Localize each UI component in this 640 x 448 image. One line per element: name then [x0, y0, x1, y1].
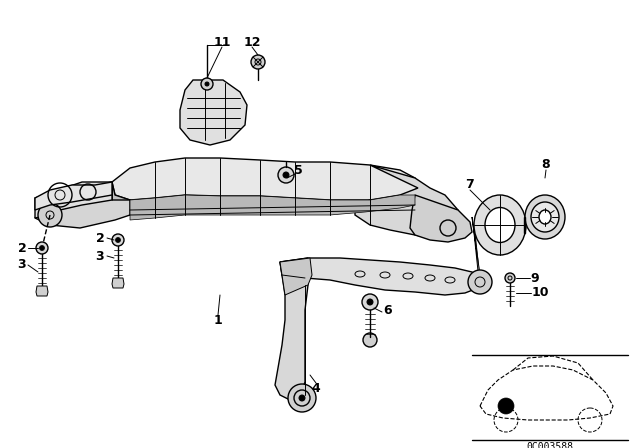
Ellipse shape	[525, 195, 565, 239]
Text: 9: 9	[531, 271, 540, 284]
Polygon shape	[112, 278, 124, 288]
Polygon shape	[180, 80, 247, 145]
Circle shape	[251, 55, 265, 69]
Polygon shape	[472, 217, 480, 290]
Circle shape	[40, 246, 45, 250]
Polygon shape	[130, 195, 415, 220]
Circle shape	[283, 172, 289, 178]
Polygon shape	[280, 258, 480, 295]
Circle shape	[36, 242, 48, 254]
Polygon shape	[524, 217, 525, 233]
Text: 0C003588: 0C003588	[527, 442, 573, 448]
Text: 4: 4	[312, 382, 321, 395]
Circle shape	[498, 398, 514, 414]
Polygon shape	[36, 286, 48, 296]
Ellipse shape	[474, 195, 526, 255]
Text: 5: 5	[294, 164, 302, 177]
Text: 12: 12	[243, 35, 260, 48]
Circle shape	[201, 78, 213, 90]
Text: 6: 6	[384, 303, 392, 316]
Polygon shape	[35, 182, 112, 210]
Text: 3: 3	[96, 250, 104, 263]
Circle shape	[278, 167, 294, 183]
Ellipse shape	[539, 210, 551, 224]
Ellipse shape	[531, 202, 559, 232]
Circle shape	[299, 395, 305, 401]
Polygon shape	[112, 182, 130, 215]
Polygon shape	[112, 158, 418, 200]
Circle shape	[288, 384, 316, 412]
Text: 7: 7	[466, 178, 474, 191]
Polygon shape	[275, 258, 308, 400]
Circle shape	[115, 237, 120, 242]
Circle shape	[38, 203, 62, 227]
Circle shape	[362, 294, 378, 310]
Text: 1: 1	[214, 314, 222, 327]
Text: 11: 11	[213, 35, 231, 48]
Text: 10: 10	[531, 287, 548, 300]
Circle shape	[468, 270, 492, 294]
Text: 3: 3	[18, 258, 26, 271]
Circle shape	[205, 82, 209, 86]
Polygon shape	[410, 195, 472, 242]
Circle shape	[367, 299, 373, 305]
Text: 2: 2	[18, 241, 26, 254]
Ellipse shape	[485, 207, 515, 242]
Polygon shape	[355, 165, 465, 240]
Text: 2: 2	[95, 232, 104, 245]
Circle shape	[112, 234, 124, 246]
Circle shape	[505, 273, 515, 283]
Polygon shape	[35, 182, 130, 228]
Circle shape	[363, 333, 377, 347]
Text: 8: 8	[541, 159, 550, 172]
Polygon shape	[35, 182, 112, 218]
Polygon shape	[280, 258, 312, 295]
